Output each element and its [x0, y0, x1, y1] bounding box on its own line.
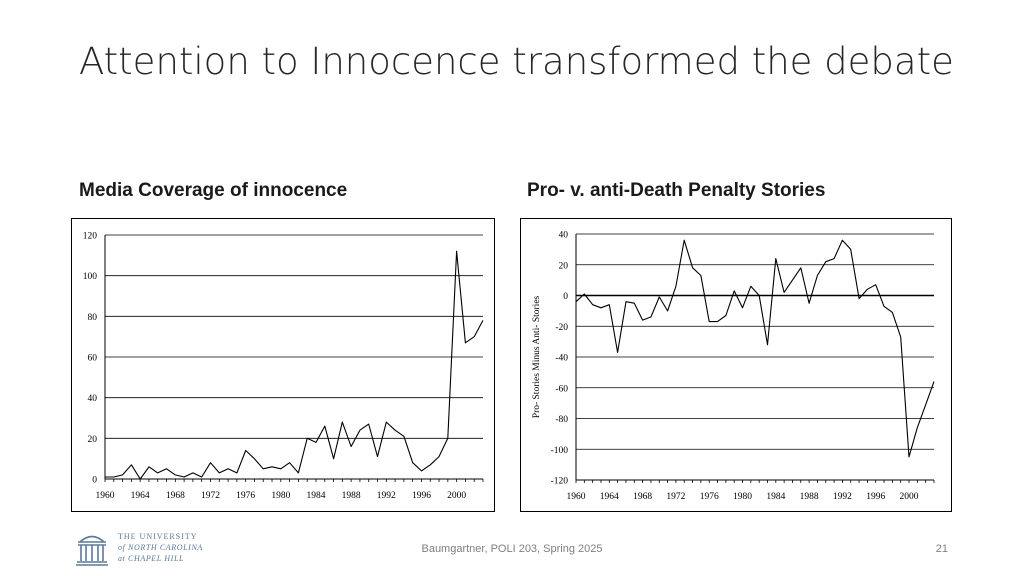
media-x-tick-label: 1988	[342, 491, 361, 501]
logo-line1: THE UNIVERSITY	[118, 532, 198, 541]
unc-logo: THE UNIVERSITY of NORTH CAROLINA at CHAP…	[72, 529, 232, 567]
page-number: 21	[935, 543, 948, 555]
proanti-x-tick-label: 1980	[733, 492, 752, 502]
proanti-y-tick-label: -60	[555, 384, 568, 394]
media-x-tick-label: 1964	[131, 491, 150, 501]
proanti-y-tick-label: 0	[563, 292, 568, 302]
media-y-tick-label: 60	[88, 354, 98, 364]
proanti-x-tick-label: 1964	[600, 492, 619, 502]
media-y-tick-label: 20	[88, 435, 98, 445]
media-x-tick-label: 1980	[271, 491, 290, 501]
slide-title: Attention to Innocence transformed the d…	[79, 40, 954, 83]
media-x-tick-label: 1992	[377, 491, 396, 501]
media-x-tick-label: 1984	[306, 491, 325, 501]
logo-line3: at CHAPEL HILL	[118, 554, 185, 563]
media-coverage-plot: 0 20 40 60 80 100 120 1960 1964 1968 1972 1976 1980 1…	[83, 232, 484, 501]
media-x-tick-label: 2000	[447, 491, 466, 501]
proanti-y-tick-label: -120	[551, 477, 569, 487]
media-x-tick-label: 1996	[412, 491, 431, 501]
old-well-icon	[76, 535, 108, 566]
media-x-tick-label: 1976	[236, 491, 255, 501]
media-series-line	[105, 250, 484, 480]
proanti-x-tick-label: 2000	[900, 492, 919, 502]
media-x-tick-label: 1972	[201, 491, 220, 501]
proanti-x-tick-label: 1988	[800, 492, 819, 502]
proanti-y-tick-label: -40	[555, 354, 568, 364]
pro-anti-chart: -120 -100 -80 -60 -40 -20 0 20 40 1960 1964 1968 197…	[520, 218, 952, 512]
proanti-x-tick-label: 1960	[567, 492, 586, 502]
proanti-x-tick-label: 1992	[833, 492, 852, 502]
media-y-tick-label: 100	[83, 272, 98, 282]
chart1-title: Media Coverage of innocence	[79, 180, 348, 201]
university-name: THE UNIVERSITY of NORTH CAROLINA at CHAP…	[118, 531, 203, 564]
media-y-tick-label: 80	[88, 313, 98, 323]
pro-anti-plot: -120 -100 -80 -60 -40 -20 0 20 40 1960 1964 1968 197…	[532, 231, 935, 502]
proanti-y-axis-label: Pro- Stories Minus Anti- Stories	[532, 295, 542, 418]
proanti-x-tick-label: 1968	[633, 492, 652, 502]
media-coverage-chart: 0 20 40 60 80 100 120 1960 1964 1968 1972 1976 1980 1…	[71, 218, 495, 512]
chart2-title: Pro- v. anti-Death Penalty Stories	[527, 180, 826, 201]
proanti-x-tick-label: 1972	[666, 492, 685, 502]
media-x-tick-label: 1960	[96, 491, 115, 501]
media-x-tick-label: 1968	[166, 491, 185, 501]
proanti-y-tick-label: -20	[555, 323, 568, 333]
proanti-x-tick-label: 1984	[766, 492, 785, 502]
media-y-tick-label: 40	[88, 394, 98, 404]
footer-text: Baumgartner, POLI 203, Spring 2025	[421, 543, 603, 555]
media-y-tick-label: 0	[92, 476, 97, 486]
media-y-tick-label: 120	[83, 232, 98, 242]
proanti-y-tick-label: 40	[559, 231, 569, 241]
proanti-x-tick-label: 1976	[700, 492, 719, 502]
proanti-y-tick-label: -80	[555, 415, 568, 425]
proanti-y-tick-label: 20	[559, 261, 569, 271]
proanti-y-tick-label: -100	[551, 446, 569, 456]
logo-line2: of NORTH CAROLINA	[118, 543, 203, 552]
proanti-series-line	[575, 239, 935, 458]
proanti-x-tick-label: 1996	[866, 492, 885, 502]
